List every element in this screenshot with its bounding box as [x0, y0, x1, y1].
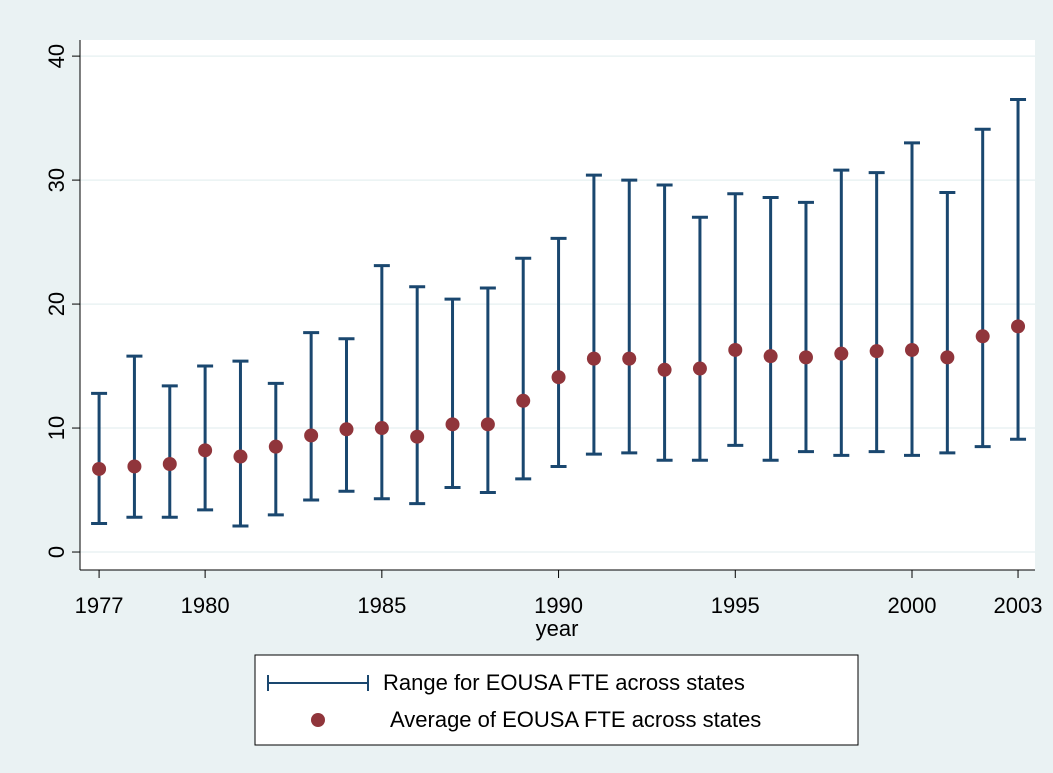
- legend: [254, 654, 859, 746]
- range-cap: [621, 178, 638, 455]
- mean-point: [268, 439, 283, 454]
- x-tick-label: 1990: [534, 593, 583, 618]
- x-tick-label: 1985: [357, 593, 406, 618]
- x-tick-label: 2000: [888, 593, 937, 618]
- mean-point: [586, 351, 601, 366]
- range-cap: [974, 127, 991, 449]
- mean-point: [374, 421, 389, 436]
- mean-point: [339, 422, 354, 437]
- mean-point: [92, 461, 107, 476]
- y-tick-label: 0: [44, 546, 69, 558]
- range-cap: [762, 195, 779, 462]
- legend-label: Range for EOUSA FTE across states: [383, 670, 745, 695]
- x-tick-label: 1977: [75, 593, 124, 618]
- x-tick-label: 2003: [994, 593, 1043, 618]
- range-cap: [585, 173, 602, 456]
- x-tick-label: 1980: [181, 593, 230, 618]
- range-cap: [904, 141, 921, 457]
- mean-point: [127, 459, 142, 474]
- mean-point: [445, 417, 460, 432]
- range-cap: [444, 297, 461, 490]
- mean-point: [940, 350, 955, 365]
- mean-point: [622, 351, 637, 366]
- range-cap: [727, 192, 744, 447]
- mean-point: [1011, 319, 1026, 334]
- mean-point: [233, 449, 248, 464]
- y-tick-label: 10: [44, 416, 69, 440]
- x-axis-label: year: [536, 616, 579, 641]
- mean-point: [728, 342, 743, 357]
- range-cap: [939, 190, 956, 455]
- mean-point: [905, 342, 920, 357]
- mean-point: [834, 346, 849, 361]
- mean-point: [162, 457, 177, 471]
- mean-point: [798, 350, 813, 365]
- mean-point: [692, 361, 707, 376]
- legend-symbol: [311, 713, 325, 727]
- mean-point: [516, 393, 531, 408]
- legend-label: Average of EOUSA FTE across states: [390, 707, 761, 732]
- range-cap: [232, 359, 249, 528]
- range-cap: [797, 200, 814, 454]
- range-cap: [126, 354, 143, 519]
- mean-point: [763, 349, 778, 364]
- x-tick-label: 1995: [711, 593, 760, 618]
- y-tick-label: 30: [44, 168, 69, 192]
- y-tick-label: 40: [44, 44, 69, 68]
- legend-symbol: [267, 675, 369, 691]
- mean-point: [869, 344, 884, 359]
- range-cap: [550, 236, 567, 468]
- y-tick-label: 20: [44, 292, 69, 316]
- mean-point: [551, 370, 566, 385]
- mean-point: [198, 443, 213, 458]
- range-cap: [373, 264, 390, 501]
- range-cap: [338, 337, 355, 493]
- mean-point: [975, 329, 990, 344]
- range-cap: [833, 168, 850, 457]
- range-cap: [409, 285, 426, 506]
- range-cap: [161, 384, 178, 519]
- mean-point: [304, 428, 319, 443]
- range-cap: [656, 183, 673, 462]
- range-cap: [479, 286, 496, 495]
- range-cap: [91, 391, 108, 526]
- mean-point: [410, 429, 425, 444]
- range-cap: [515, 256, 532, 481]
- mean-point: [480, 417, 495, 432]
- mean-point: [657, 362, 672, 377]
- range-cap: [691, 215, 708, 462]
- range-cap: [1010, 98, 1027, 441]
- range-cap: [868, 171, 885, 454]
- range-cap: [197, 364, 214, 512]
- range-cap: [303, 331, 320, 502]
